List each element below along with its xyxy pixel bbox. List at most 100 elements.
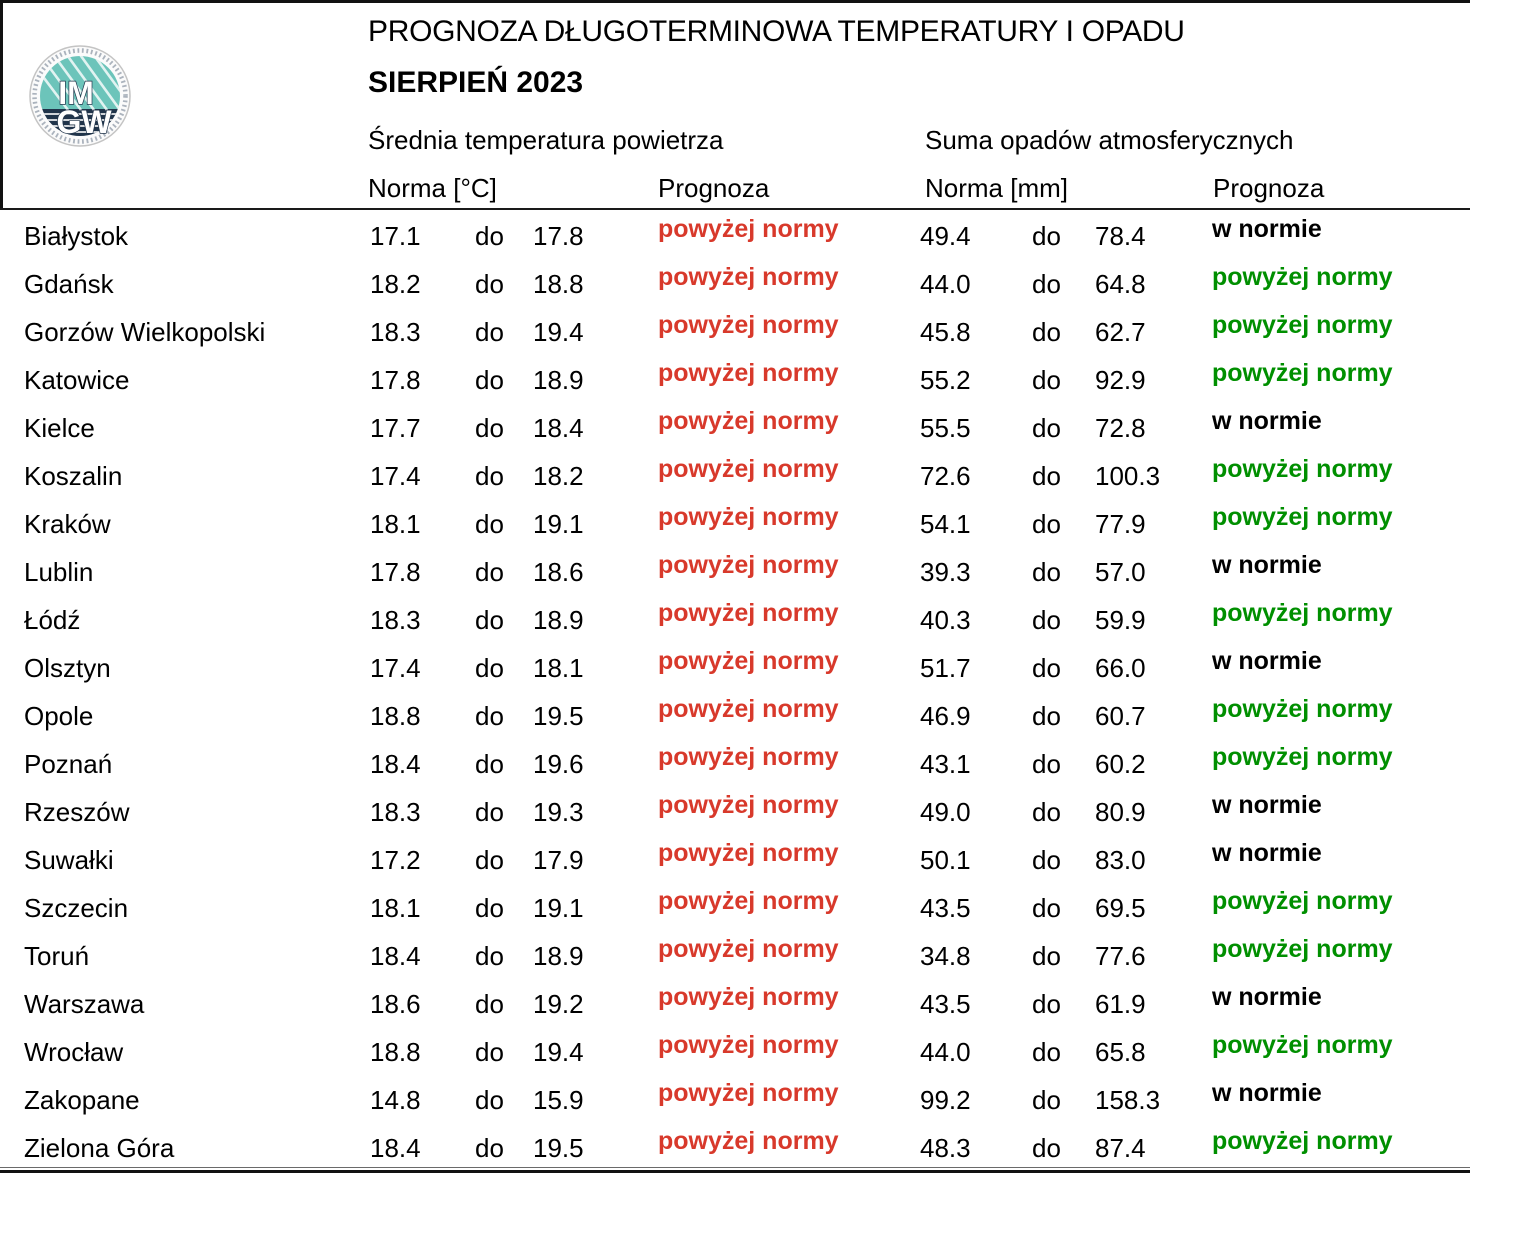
precip-norm-low: 40.3 — [920, 605, 971, 635]
temp-norm-high: 19.4 — [533, 1037, 584, 1067]
city-name: Kielce — [24, 413, 95, 443]
page-subtitle-month: SIERPIEŃ 2023 — [368, 66, 584, 99]
precip-norm-high: 66.0 — [1095, 653, 1146, 683]
precip-norm-low: 48.3 — [920, 1133, 971, 1163]
precip-forecast-value: powyżej normy — [1212, 1031, 1393, 1059]
precip-range-separator: do — [1032, 749, 1061, 779]
precip-norm-low: 39.3 — [920, 557, 971, 587]
temp-range-separator: do — [475, 845, 504, 875]
temp-forecast-value: powyżej normy — [658, 791, 839, 819]
temp-norm-low: 18.4 — [370, 749, 421, 779]
temp-norm-high: 19.1 — [533, 893, 584, 923]
table-row: Rzeszów 18.3 do 19.3 powyżej normy 49.0 … — [0, 788, 1470, 836]
temp-norm-low: 14.8 — [370, 1085, 421, 1115]
table-row: Gorzów Wielkopolski 18.3 do 19.4 powyżej… — [0, 308, 1470, 356]
temp-norm-low: 17.4 — [370, 461, 421, 491]
temp-norm-high: 19.2 — [533, 989, 584, 1019]
precip-range-separator: do — [1032, 893, 1061, 923]
temp-norm-column-header: Norma [°C] — [368, 173, 497, 203]
precip-norm-low: 51.7 — [920, 653, 971, 683]
precip-norm-low: 45.8 — [920, 317, 971, 347]
precip-range-separator: do — [1032, 221, 1061, 251]
temp-range-separator: do — [475, 317, 504, 347]
precip-norm-column-header: Norma [mm] — [925, 173, 1068, 203]
temp-range-separator: do — [475, 461, 504, 491]
precip-norm-high: 83.0 — [1095, 845, 1146, 875]
temp-range-separator: do — [475, 509, 504, 539]
temp-forecast-value: powyżej normy — [658, 1079, 839, 1107]
temp-range-separator: do — [475, 1133, 504, 1163]
temp-forecast-value: powyżej normy — [658, 695, 839, 723]
precip-norm-low: 46.9 — [920, 701, 971, 731]
city-name: Zielona Góra — [24, 1133, 175, 1163]
precip-norm-low: 34.8 — [920, 941, 971, 971]
temp-norm-high: 18.4 — [533, 413, 584, 443]
temp-norm-low: 17.7 — [370, 413, 421, 443]
city-name: Wrocław — [24, 1037, 124, 1067]
precip-norm-high: 65.8 — [1095, 1037, 1146, 1067]
logo-text-im: IM — [58, 75, 94, 111]
precip-norm-high: 60.2 — [1095, 749, 1146, 779]
city-name: Toruń — [24, 941, 90, 971]
precip-range-separator: do — [1032, 1085, 1061, 1115]
precip-forecast-value: powyżej normy — [1212, 263, 1393, 291]
precip-forecast-value: w normie — [1212, 791, 1322, 819]
precip-forecast-column-header: Prognoza — [1213, 173, 1325, 203]
temp-forecast-value: powyżej normy — [658, 311, 839, 339]
temp-norm-high: 19.3 — [533, 797, 584, 827]
precip-range-separator: do — [1032, 461, 1061, 491]
precip-norm-high: 64.8 — [1095, 269, 1146, 299]
precip-norm-high: 60.7 — [1095, 701, 1146, 731]
temp-norm-low: 18.3 — [370, 317, 421, 347]
temp-norm-low: 18.1 — [370, 509, 421, 539]
precip-norm-low: 99.2 — [920, 1085, 971, 1115]
city-name: Zakopane — [24, 1085, 140, 1115]
city-name: Warszawa — [24, 989, 145, 1019]
temp-norm-low: 17.4 — [370, 653, 421, 683]
precip-norm-high: 78.4 — [1095, 221, 1146, 251]
city-name: Gorzów Wielkopolski — [24, 317, 266, 347]
temp-forecast-value: powyżej normy — [658, 551, 839, 579]
precip-range-separator: do — [1032, 941, 1061, 971]
temp-range-separator: do — [475, 653, 504, 683]
precip-forecast-value: powyżej normy — [1212, 887, 1393, 915]
table-row: Zakopane 14.8 do 15.9 powyżej normy 99.2… — [0, 1076, 1470, 1124]
temp-range-separator: do — [475, 1037, 504, 1067]
table-rows: Białystok 17.1 do 17.8 powyżej normy 49.… — [0, 212, 1470, 1172]
precip-range-separator: do — [1032, 317, 1061, 347]
precip-norm-high: 77.9 — [1095, 509, 1146, 539]
precip-norm-low: 55.2 — [920, 365, 971, 395]
precip-norm-high: 62.7 — [1095, 317, 1146, 347]
temp-norm-high: 18.9 — [533, 941, 584, 971]
table-row: Białystok 17.1 do 17.8 powyżej normy 49.… — [0, 212, 1470, 260]
temp-norm-low: 17.1 — [370, 221, 421, 251]
logo-text-gw: GW — [56, 104, 112, 140]
temp-forecast-value: powyżej normy — [658, 647, 839, 675]
precip-norm-low: 50.1 — [920, 845, 971, 875]
temp-norm-high: 18.1 — [533, 653, 584, 683]
temp-norm-low: 18.1 — [370, 893, 421, 923]
city-name: Rzeszów — [24, 797, 130, 827]
precip-range-separator: do — [1032, 1037, 1061, 1067]
temp-range-separator: do — [475, 941, 504, 971]
city-name: Łódź — [24, 605, 81, 635]
temp-norm-high: 19.1 — [533, 509, 584, 539]
precip-norm-low: 49.0 — [920, 797, 971, 827]
table-row: Toruń 18.4 do 18.9 powyżej normy 34.8 do… — [0, 932, 1470, 980]
city-name: Gdańsk — [24, 269, 114, 299]
precip-range-separator: do — [1032, 605, 1061, 635]
table-row: Warszawa 18.6 do 19.2 powyżej normy 43.5… — [0, 980, 1470, 1028]
precip-forecast-value: powyżej normy — [1212, 1127, 1393, 1155]
temp-range-separator: do — [475, 605, 504, 635]
table-bottom-rule-thin — [0, 1167, 1470, 1168]
temp-range-separator: do — [475, 365, 504, 395]
temp-norm-high: 19.5 — [533, 1133, 584, 1163]
precip-range-separator: do — [1032, 365, 1061, 395]
temp-norm-low: 17.8 — [370, 557, 421, 587]
table-row: Opole 18.8 do 19.5 powyżej normy 46.9 do… — [0, 692, 1470, 740]
precip-norm-high: 77.6 — [1095, 941, 1146, 971]
precip-norm-high: 158.3 — [1095, 1085, 1161, 1115]
precip-range-separator: do — [1032, 269, 1061, 299]
table-row: Szczecin 18.1 do 19.1 powyżej normy 43.5… — [0, 884, 1470, 932]
